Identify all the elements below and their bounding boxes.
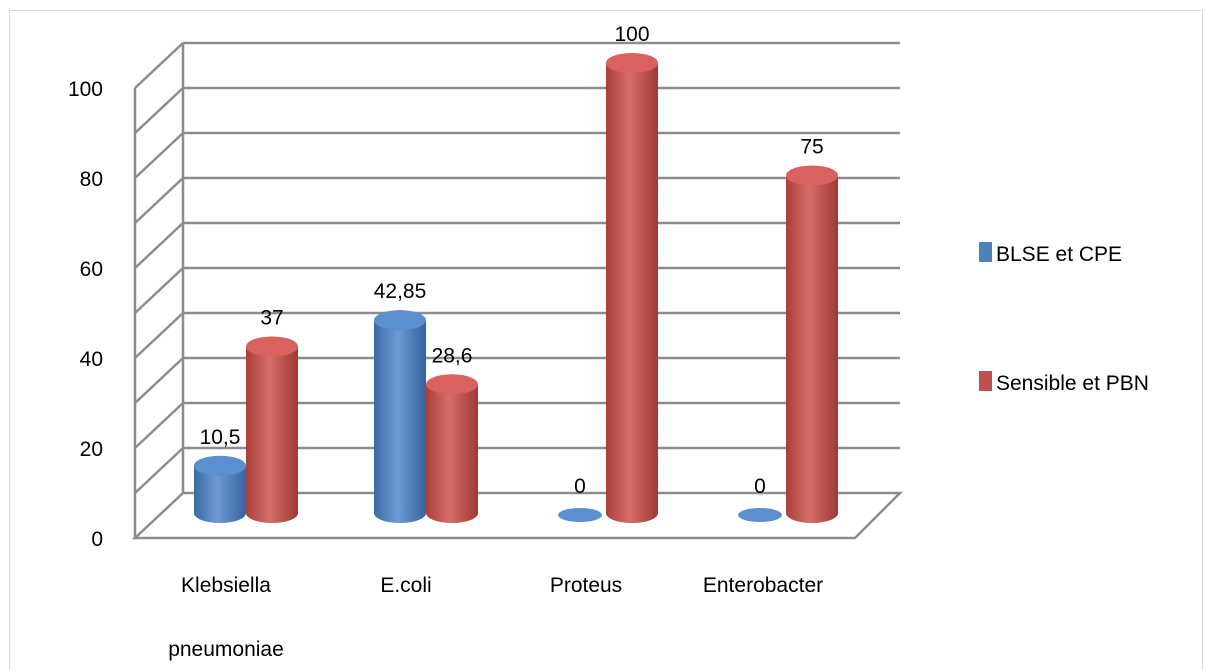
gridline-diagonal: [134, 222, 184, 269]
bar-sensible-et-pbn-enterobacter: [786, 165, 838, 523]
legend-item-sensible-et-pbn: Sensible et PBN: [979, 371, 1149, 395]
bar-blse-et-cpe-proteus: [558, 508, 602, 522]
gridline-diagonal: [134, 447, 184, 494]
y-tick-label: 20: [80, 438, 103, 461]
data-label-sensible-et-pbn: 28,6: [432, 344, 473, 367]
bar-sensible-et-pbn-e-coli: [426, 374, 478, 523]
y-tick-label: 0: [91, 528, 103, 551]
y-tick-label: 40: [80, 348, 103, 371]
chart-frame: [9, 10, 1203, 670]
bar-body: [606, 63, 658, 523]
floor-plane: [131, 491, 904, 540]
gridline-diagonal: [134, 87, 184, 134]
bar-top: [426, 374, 478, 395]
legend-swatch: [979, 242, 992, 262]
bar-top: [246, 336, 298, 357]
y-tick-label: 60: [80, 258, 103, 281]
y-tick-label: 80: [80, 168, 103, 191]
data-label-blse-et-cpe: 0: [754, 475, 766, 498]
data-label-sensible-et-pbn: 100: [614, 23, 649, 46]
data-label-blse-et-cpe: 42,85: [374, 280, 427, 303]
x-category-label: Klebsiella: [181, 574, 271, 597]
gridline-diagonal: [134, 132, 184, 179]
data-label-sensible-et-pbn: 37: [260, 307, 283, 330]
legend-label: Sensible et PBN: [996, 372, 1149, 395]
bar-top: [374, 310, 426, 331]
x-category-label: pneumoniae: [168, 638, 284, 661]
bar-sensible-et-pbn-klebsiella-pneumoniae: [246, 336, 298, 523]
bar-blse-et-cpe-e-coli: [374, 310, 426, 523]
bar-top: [194, 455, 246, 476]
gridline-diagonal: [134, 312, 184, 359]
bar-body: [786, 175, 838, 523]
legend-label: BLSE et CPE: [996, 243, 1122, 266]
bar-blse-et-cpe-klebsiella-pneumoniae: [194, 455, 246, 523]
bar-blse-et-cpe-enterobacter: [738, 508, 782, 522]
legend-swatch: [979, 371, 992, 391]
x-category-label: E.coli: [380, 574, 431, 597]
y-tick-label: 100: [68, 78, 103, 101]
bar-sensible-et-pbn-proteus: [606, 53, 658, 523]
bar-top: [786, 165, 838, 186]
bar-zero-disc: [558, 508, 602, 522]
x-category-label: Enterobacter: [703, 574, 823, 597]
gridline-diagonal: [134, 177, 184, 224]
bar-top: [606, 53, 658, 73]
bar-body: [426, 384, 478, 523]
x-category-label: Proteus: [550, 574, 622, 597]
gridline-diagonal: [134, 267, 184, 314]
gridline-diagonal: [134, 42, 184, 89]
legend-item-blse-et-cpe: BLSE et CPE: [979, 242, 1122, 266]
bar-body: [374, 320, 426, 523]
bar-body: [246, 346, 298, 523]
data-label-blse-et-cpe: 0: [574, 475, 586, 498]
bar-body: [194, 465, 246, 523]
data-label-sensible-et-pbn: 75: [800, 136, 823, 159]
data-label-blse-et-cpe: 10,5: [200, 426, 241, 449]
gridline-diagonal: [134, 402, 184, 449]
bar-zero-disc: [738, 508, 782, 522]
gridline-diagonal: [134, 357, 184, 404]
